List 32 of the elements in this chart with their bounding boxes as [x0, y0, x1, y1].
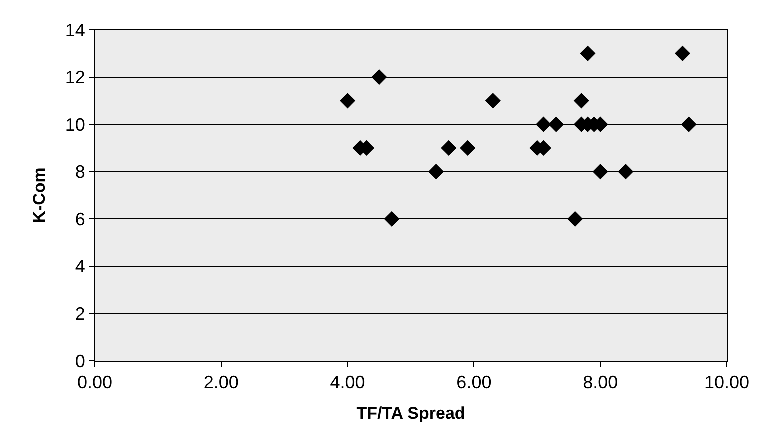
- point: [580, 46, 596, 62]
- point: [340, 93, 356, 109]
- point: [372, 69, 388, 86]
- x-axis-title: TF/TA Spread: [356, 404, 466, 423]
- x-tick-label: 10.00: [704, 372, 750, 393]
- y-tick-label: 0: [75, 351, 86, 372]
- point: [574, 93, 590, 109]
- y-tick-label: 14: [65, 20, 86, 40]
- point: [618, 164, 634, 180]
- point: [428, 164, 444, 180]
- y-tick-label: 12: [65, 68, 86, 88]
- point: [536, 116, 552, 132]
- y-tick-label: 10: [65, 114, 86, 135]
- point: [441, 140, 457, 156]
- point: [548, 116, 564, 132]
- x-tick-label: 0.00: [77, 372, 113, 393]
- point: [674, 46, 691, 62]
- point: [485, 93, 501, 109]
- point: [592, 164, 608, 180]
- x-tick-label: 6.00: [456, 372, 492, 393]
- y-tick-label: 4: [75, 256, 86, 277]
- y-axis-title: K-Com: [30, 168, 49, 224]
- y-tick-label: 8: [75, 162, 86, 182]
- y-tick-label: 6: [75, 209, 86, 230]
- y-tick-label: 2: [75, 304, 86, 324]
- x-tick-label: 4.00: [330, 372, 366, 393]
- point: [568, 211, 584, 227]
- point: [681, 116, 697, 132]
- x-tick-label: 8.00: [583, 372, 618, 393]
- point: [384, 211, 400, 227]
- x-tick-label: 2.00: [204, 372, 239, 393]
- point: [460, 140, 476, 156]
